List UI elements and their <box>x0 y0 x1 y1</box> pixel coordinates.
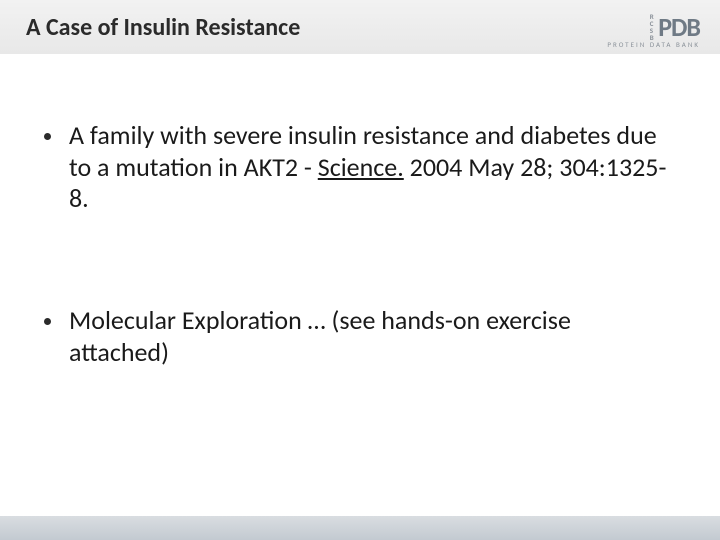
bullet-text: A family with severe insulin resistance … <box>69 120 676 215</box>
bullet-text: Molecular Exploration … (see hands-on ex… <box>69 305 676 368</box>
slide-header: A Case of Insulin Resistance R C S B PDB… <box>0 0 720 54</box>
slide-title: A Case of Insulin Resistance <box>26 13 300 42</box>
citation-journal: Science. <box>318 151 404 183</box>
bullet-dot-icon <box>44 133 51 140</box>
pdb-subtitle: PROTEIN DATA BANK <box>607 40 700 49</box>
slide-content: A family with severe insulin resistance … <box>44 120 676 459</box>
slide: A Case of Insulin Resistance R C S B PDB… <box>0 0 720 540</box>
bullet-item: A family with severe insulin resistance … <box>44 120 676 215</box>
rcsb-vertical-text: R C S B <box>650 13 654 41</box>
bullet-dot-icon <box>44 318 51 325</box>
pdb-logo: R C S B PDB <box>650 11 700 43</box>
pdb-wordmark: PDB <box>658 11 700 43</box>
bullet-item: Molecular Exploration … (see hands-on ex… <box>44 305 676 368</box>
footer-gradient <box>0 516 720 540</box>
bullet-pre: Molecular Exploration … (see hands-on ex… <box>69 304 571 368</box>
